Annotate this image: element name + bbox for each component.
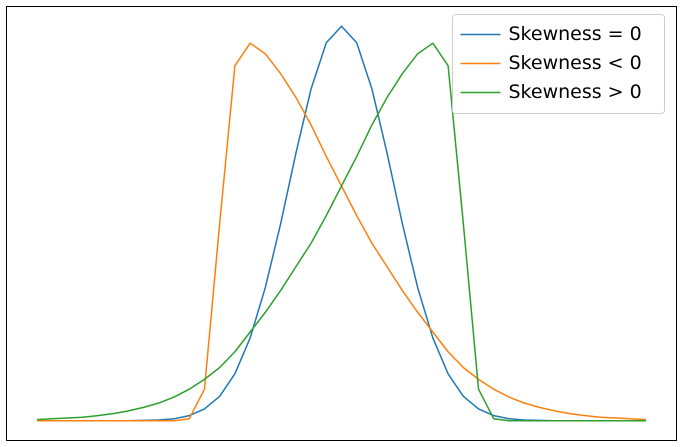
series-line (36, 42, 647, 422)
legend-box (452, 14, 665, 114)
plot-frame (6, 6, 677, 441)
legend-label: Skewness > 0 (509, 81, 642, 103)
legend-label: Skewness = 0 (509, 23, 642, 45)
legend-label: Skewness < 0 (509, 52, 642, 74)
